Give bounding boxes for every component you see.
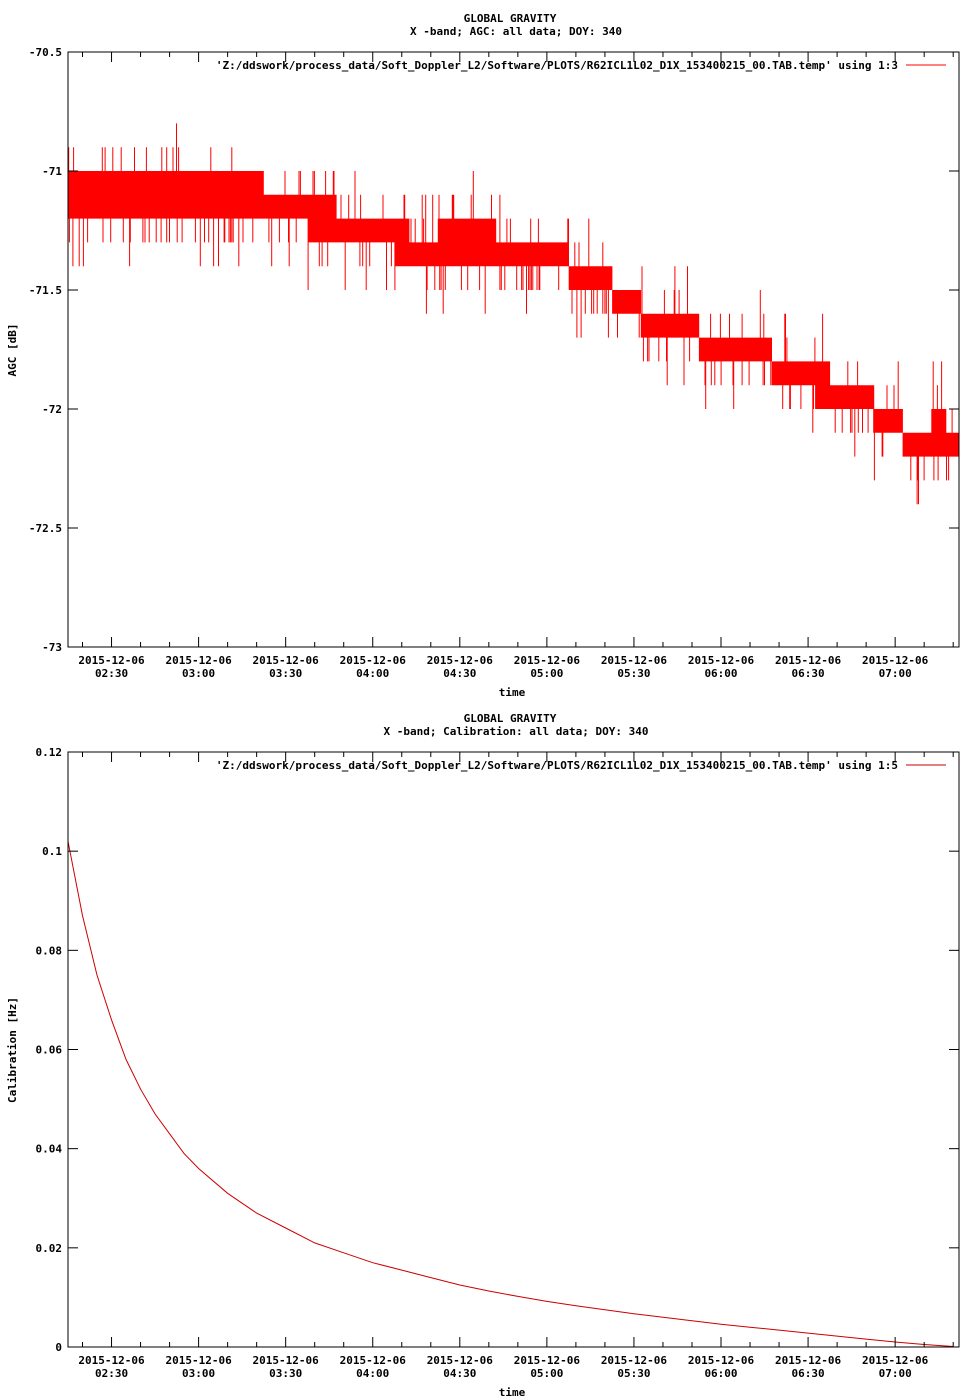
calibration-y-axis-label: Calibration [Hz]	[6, 997, 19, 1103]
x-tick-time: 06:30	[792, 1367, 825, 1380]
x-tick-date: 2015-12-06	[165, 654, 232, 667]
x-tick-time: 07:00	[879, 667, 912, 680]
y-tick-label: 0.02	[36, 1242, 63, 1255]
y-tick-label: 0.12	[36, 746, 63, 759]
x-tick-time: 04:30	[443, 1367, 476, 1380]
x-tick-time: 04:00	[356, 667, 389, 680]
x-tick-time: 04:30	[443, 667, 476, 680]
calibration-legend-label: 'Z:/ddswork/process_data/Soft_Doppler_L2…	[216, 759, 898, 772]
x-tick-time: 05:30	[617, 1367, 650, 1380]
x-tick-time: 07:00	[879, 1367, 912, 1380]
x-tick-time: 03:00	[182, 1367, 215, 1380]
agc-chart: GLOBAL GRAVITY X -band; AGC: all data; D…	[6, 12, 960, 699]
y-tick-label: 0.08	[36, 944, 63, 957]
y-tick-label: -72.5	[29, 522, 62, 535]
x-tick-date: 2015-12-06	[862, 1354, 929, 1367]
y-tick-label: -73	[42, 641, 62, 654]
x-tick-date: 2015-12-06	[253, 1354, 320, 1367]
agc-chart-title: GLOBAL GRAVITY	[464, 12, 557, 25]
x-tick-time: 06:00	[704, 1367, 737, 1380]
calibration-chart: GLOBAL GRAVITY X -band; Calibration: all…	[6, 712, 960, 1399]
agc-chart-subtitle: X -band; AGC: all data; DOY: 340	[410, 25, 622, 38]
x-tick-time: 02:30	[95, 667, 128, 680]
calibration-x-axis: 2015-12-0602:302015-12-0603:002015-12-06…	[78, 752, 954, 1380]
calibration-x-axis-label: time	[499, 1386, 526, 1399]
calibration-chart-title: GLOBAL GRAVITY	[464, 712, 557, 725]
y-tick-label: 0.04	[36, 1143, 63, 1156]
x-tick-date: 2015-12-06	[775, 1354, 842, 1367]
x-tick-date: 2015-12-06	[427, 1354, 494, 1367]
x-tick-date: 2015-12-06	[601, 1354, 668, 1367]
x-tick-date: 2015-12-06	[514, 654, 581, 667]
x-tick-time: 03:00	[182, 667, 215, 680]
y-tick-label: -70.5	[29, 46, 62, 59]
x-tick-time: 06:30	[792, 667, 825, 680]
x-tick-date: 2015-12-06	[165, 1354, 232, 1367]
y-tick-label: 0.06	[36, 1044, 63, 1057]
x-tick-date: 2015-12-06	[862, 654, 929, 667]
agc-plot-frame	[67, 51, 960, 648]
x-tick-date: 2015-12-06	[78, 1354, 145, 1367]
calibration-plot-frame	[67, 751, 960, 1348]
y-tick-label: -72	[42, 403, 62, 416]
x-tick-date: 2015-12-06	[601, 654, 668, 667]
x-tick-time: 03:30	[269, 667, 302, 680]
x-tick-date: 2015-12-06	[78, 654, 145, 667]
x-tick-date: 2015-12-06	[427, 654, 494, 667]
calibration-plot-series	[67, 841, 954, 1347]
agc-x-axis-label: time	[499, 686, 526, 699]
agc-y-axis-label: AGC [dB]	[6, 324, 19, 377]
x-tick-time: 02:30	[95, 1367, 128, 1380]
y-tick-label: 0	[55, 1341, 62, 1354]
x-tick-date: 2015-12-06	[688, 654, 755, 667]
y-tick-label: 0.1	[42, 845, 62, 858]
x-tick-date: 2015-12-06	[340, 654, 407, 667]
x-tick-time: 05:30	[617, 667, 650, 680]
agc-x-axis: 2015-12-0602:302015-12-0603:002015-12-06…	[78, 52, 954, 680]
calibration-chart-subtitle: X -band; Calibration: all data; DOY: 340	[384, 725, 649, 738]
y-tick-label: -71	[42, 165, 62, 178]
x-tick-date: 2015-12-06	[340, 1354, 407, 1367]
x-tick-time: 05:00	[530, 1367, 563, 1380]
x-tick-date: 2015-12-06	[253, 654, 320, 667]
agc-plot-series	[67, 123, 959, 505]
y-tick-label: -71.5	[29, 284, 62, 297]
x-tick-time: 04:00	[356, 1367, 389, 1380]
x-tick-time: 03:30	[269, 1367, 302, 1380]
x-tick-date: 2015-12-06	[688, 1354, 755, 1367]
x-tick-time: 05:00	[530, 667, 563, 680]
agc-legend-label: 'Z:/ddswork/process_data/Soft_Doppler_L2…	[216, 59, 898, 72]
agc-y-axis: -70.5 -71 -71.5 -72 -72.5 -73	[29, 46, 959, 654]
calibration-y-axis: 0.12 0.1 0.08 0.06 0.04 0.02 0	[36, 746, 959, 1354]
agc-data-band	[67, 123, 959, 505]
x-tick-date: 2015-12-06	[514, 1354, 581, 1367]
x-tick-date: 2015-12-06	[775, 654, 842, 667]
calibration-data-line	[67, 841, 954, 1347]
x-tick-time: 06:00	[704, 667, 737, 680]
